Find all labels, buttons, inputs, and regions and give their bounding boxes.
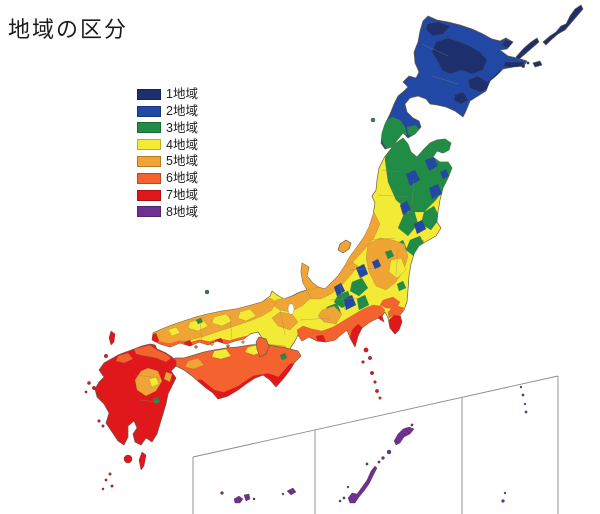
legend-row-3: 3地域 <box>137 120 198 137</box>
tokunoshima-island <box>386 449 392 455</box>
lake-biwa <box>287 303 295 315</box>
legend-label-3: 3地域 <box>166 120 198 135</box>
tanegashima-island <box>138 451 147 471</box>
shikoku-island <box>167 343 302 400</box>
shikoku-outline <box>167 343 302 400</box>
amami-oshima-island <box>393 426 415 446</box>
legend-label-8: 8地域 <box>166 204 198 219</box>
legend-label-7: 7地域 <box>166 187 198 202</box>
legend-label-2: 2地域 <box>166 103 198 118</box>
page-title: 地域の区分 <box>8 17 129 42</box>
legend-row-4: 4地域 <box>137 136 198 153</box>
legend-row-5: 5地域 <box>137 153 198 170</box>
legend-row-1: 1地域 <box>137 86 198 103</box>
legend-swatch-4 <box>137 139 161 151</box>
iki-island <box>103 354 108 359</box>
south-kyushu-islands <box>97 419 147 491</box>
ishigaki-island <box>243 493 251 502</box>
yonaguni-island <box>220 491 224 495</box>
izu-islands <box>361 347 382 400</box>
iriomote-island <box>233 495 244 504</box>
yakushima-island <box>123 454 133 464</box>
legend-row-7: 7地域 <box>137 187 198 204</box>
okinawa-amami-islands <box>220 385 528 504</box>
legend-swatch-2 <box>137 105 161 117</box>
legend-swatch-6 <box>137 172 161 184</box>
tsushima-island <box>108 330 116 346</box>
legend-label-1: 1地域 <box>166 87 198 102</box>
okinawa-main-island <box>347 465 378 504</box>
miyako-island <box>286 487 297 496</box>
kyushu-outline <box>94 343 177 446</box>
hokkaido-outline <box>380 15 528 150</box>
honshu-island <box>151 137 453 374</box>
legend-swatch-1 <box>137 88 161 100</box>
legend-row-8: 8地域 <box>137 204 198 221</box>
kuril-islands <box>515 4 584 68</box>
legend-swatch-3 <box>137 122 161 134</box>
goto-islands <box>84 381 101 395</box>
kyushu-zone-patches <box>115 344 173 405</box>
legend-swatch-8 <box>137 206 161 218</box>
legend-label-5: 5地域 <box>166 154 198 169</box>
kyushu-island <box>94 343 177 446</box>
small-islands <box>84 239 382 491</box>
okinawa-inset-boxes <box>192 375 559 514</box>
legend-row-6: 6地域 <box>137 170 198 187</box>
tokara-and-daito-islands <box>501 385 528 503</box>
legend-row-2: 2地域 <box>137 103 198 120</box>
okushiri-island <box>370 117 376 123</box>
legend-swatch-5 <box>137 156 161 168</box>
oki-islands <box>204 289 210 295</box>
legend-label-4: 4地域 <box>166 137 198 152</box>
legend: 1地域 2地域 3地域 4地域 5地域 6地域 7地域 8地域 <box>137 86 198 220</box>
legend-swatch-7 <box>137 189 161 201</box>
legend-label-6: 6地域 <box>166 171 198 186</box>
awaji-island <box>255 336 270 358</box>
seto-inland-sea-islands <box>194 340 245 349</box>
sado-island <box>337 239 352 254</box>
inset-top-line <box>192 375 559 458</box>
hokkaido-island <box>370 15 528 150</box>
